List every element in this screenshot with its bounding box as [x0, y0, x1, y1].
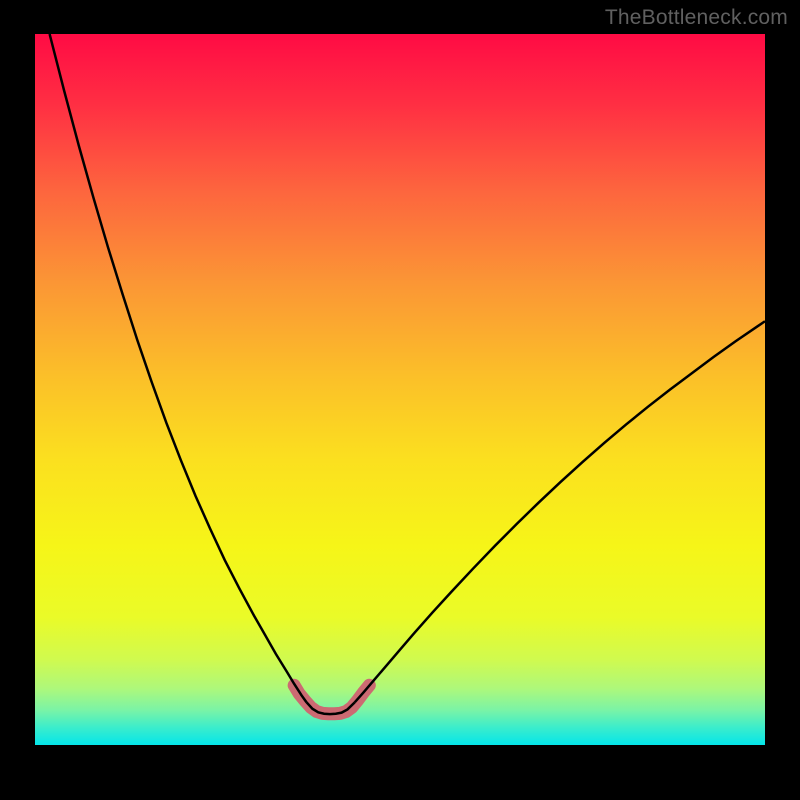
chart-container: TheBottleneck.com: [0, 0, 800, 800]
plot-svg: [0, 0, 800, 800]
watermark-text: TheBottleneck.com: [605, 6, 788, 30]
plot-background: [35, 34, 765, 745]
